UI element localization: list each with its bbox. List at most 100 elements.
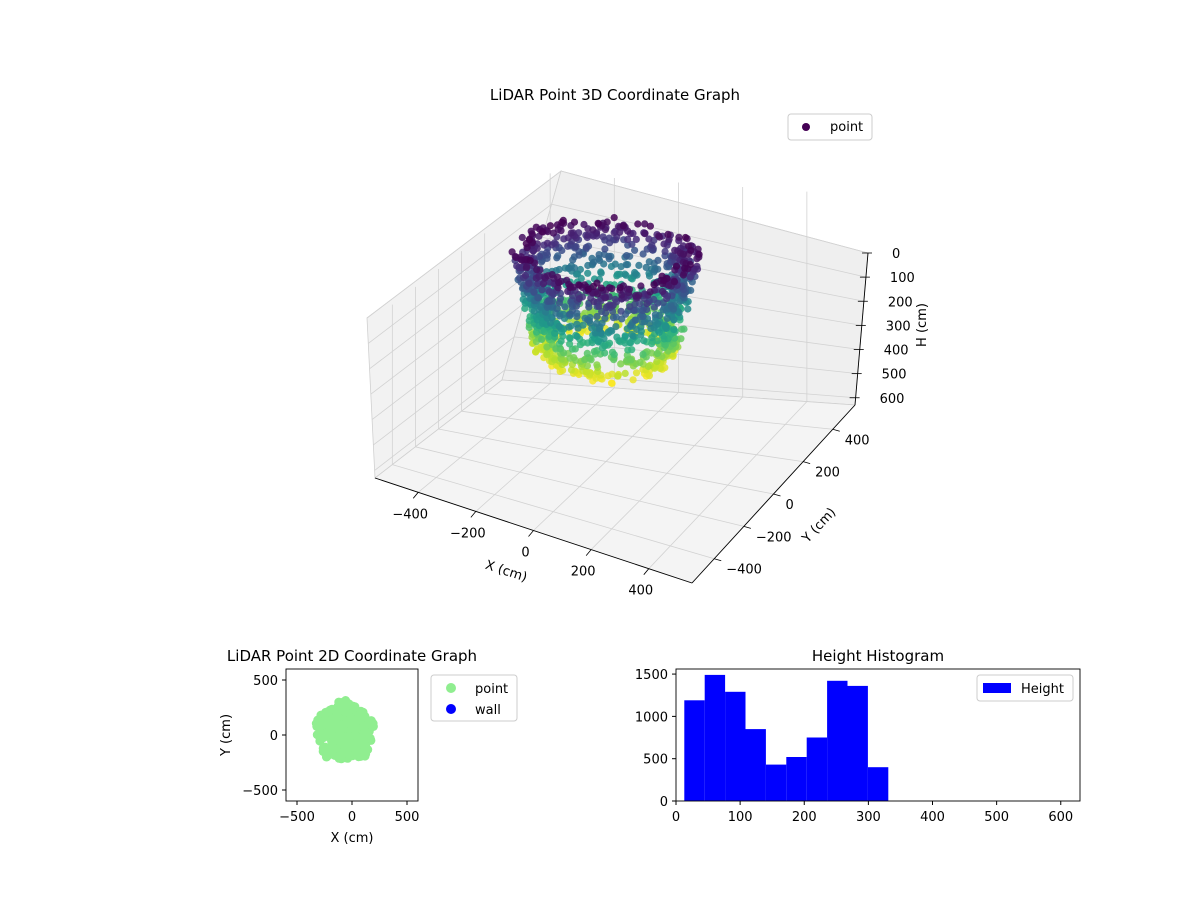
- cloud3d-point: [601, 294, 609, 302]
- cloud3d-point: [637, 282, 645, 290]
- cloud3d-point: [546, 222, 555, 230]
- cloud3d-point: [533, 266, 541, 274]
- cloud3d-point: [612, 323, 620, 331]
- cloud3d-point: [640, 337, 648, 345]
- cloud3d-point: [555, 279, 563, 287]
- y-axis-label-3d: Y (cm): [799, 505, 839, 547]
- cloud3d-point: [645, 372, 654, 380]
- cloud3d-point: [558, 218, 566, 226]
- cloud3d-point: [635, 261, 643, 269]
- cloud3d-point: [622, 261, 630, 269]
- cloud3d-point: [627, 321, 635, 329]
- histogram-y-tick-label-3: 1500: [635, 668, 668, 683]
- cloud3d-point: [680, 325, 688, 333]
- cloud2d-point: [329, 743, 339, 752]
- cloud3d-point: [653, 337, 661, 345]
- cloud3d-point: [684, 305, 692, 313]
- z-tick-label-3d-2: 200: [888, 295, 913, 310]
- cloud3d-point: [593, 312, 601, 321]
- y-tick-label-3d-3: 200: [815, 466, 840, 481]
- cloud3d-point: [650, 324, 658, 332]
- cloud2d-point: [329, 714, 339, 724]
- cloud3d-point: [597, 284, 605, 292]
- legend-2d: point wall: [430, 674, 518, 722]
- histogram-ticks: 0 100 200 300 400 500 600 0 500 1000 1500: [635, 668, 1073, 825]
- z-tick-label-3d-3: 300: [886, 319, 911, 334]
- grid-z-1: [368, 203, 867, 344]
- cloud3d-point: [623, 252, 631, 260]
- cloud3d-point: [695, 250, 703, 258]
- cloud3d-point: [573, 332, 581, 341]
- plot2d-x-tick-label-1: 0: [348, 810, 356, 825]
- cloud3d-point: [519, 295, 527, 303]
- histogram-title: Height Histogram: [812, 647, 944, 665]
- cloud3d-point: [590, 298, 598, 306]
- cloud3d-point: [601, 342, 609, 350]
- plot-2d: LiDAR Point 2D Coordinate Graph −500 0 500…: [219, 647, 518, 846]
- cloud3d-point: [564, 242, 572, 250]
- cloud3d-point: [635, 291, 643, 299]
- cloud3d-point: [584, 269, 592, 277]
- cloud3d-point: [589, 226, 597, 234]
- cloud3d-point: [675, 233, 683, 241]
- cloud3d-point: [679, 250, 688, 258]
- cloud3d-point: [614, 372, 622, 380]
- cloud2d-point: [333, 706, 343, 716]
- grid-floor-y-0: [392, 464, 715, 560]
- grid-z-0: [366, 170, 869, 319]
- grid-floor-y-4: [484, 392, 833, 430]
- cloud2d-point: [334, 722, 344, 732]
- cloud3d-point: [513, 262, 521, 270]
- plot-3d: LiDAR Point 3D Coordinate Graph −400 −200…: [366, 86, 930, 599]
- cloud3d-point: [610, 351, 618, 359]
- y-tick-3d-0: [714, 558, 722, 562]
- cloud3d-point: [551, 356, 559, 364]
- cloud3d-point: [658, 272, 666, 280]
- x-tick-label-3d-0: −400: [392, 507, 428, 522]
- cloud3d-point: [693, 262, 701, 270]
- histogram-x-tick-label-0: 0: [672, 810, 680, 825]
- cloud3d-point: [595, 302, 603, 310]
- cloud3d-point: [535, 252, 544, 261]
- cloud3d-point: [653, 349, 661, 358]
- cloud3d-point: [561, 303, 569, 311]
- cloud3d-point: [661, 247, 669, 256]
- legend-2d-wall-label: wall: [475, 703, 501, 718]
- cloud3d-point: [523, 262, 531, 270]
- x-tick-label-3d-2: 0: [521, 546, 529, 561]
- ticks-2d: −500 0 500 −500 0 500: [242, 674, 419, 825]
- cloud3d-point: [606, 301, 614, 309]
- cloud3d-point: [613, 333, 621, 341]
- x-tick-3d-3: [585, 549, 592, 556]
- legend-histogram-label: Height: [1021, 682, 1064, 697]
- cloud3d-point: [543, 343, 551, 351]
- point-cloud-3d: [508, 214, 703, 387]
- cloud3d-point: [645, 235, 653, 243]
- cloud3d-point: [617, 360, 625, 368]
- cloud3d-point: [593, 347, 601, 355]
- cloud3d-point: [636, 358, 644, 367]
- histogram-bar: [725, 691, 746, 801]
- cloud3d-point: [605, 234, 613, 242]
- cloud2d-point: [335, 752, 345, 762]
- cloud3d-point: [567, 366, 576, 374]
- cloud3d-point: [667, 302, 675, 310]
- cloud3d-point: [583, 362, 592, 370]
- cloud3d-point: [553, 273, 562, 281]
- cloud3d-point: [593, 290, 601, 298]
- cloud3d-point: [606, 326, 615, 335]
- cloud3d-point: [601, 314, 609, 322]
- cloud2d-point: [317, 720, 327, 730]
- y-tick-3d-2: [773, 493, 781, 497]
- histogram-bar: [786, 757, 807, 801]
- cloud3d-point: [530, 288, 538, 296]
- cloud3d-point: [687, 246, 695, 254]
- cloud3d-point: [651, 317, 659, 325]
- cloud3d-point: [632, 270, 640, 278]
- cloud3d-point: [576, 265, 585, 274]
- plot2d-y-label: Y (cm): [219, 714, 234, 757]
- histogram-y-tick-label-0: 0: [660, 795, 668, 810]
- z-axis-label-3d: H (cm): [915, 303, 930, 347]
- histogram-bar: [806, 737, 828, 801]
- cloud3d-point: [555, 265, 563, 274]
